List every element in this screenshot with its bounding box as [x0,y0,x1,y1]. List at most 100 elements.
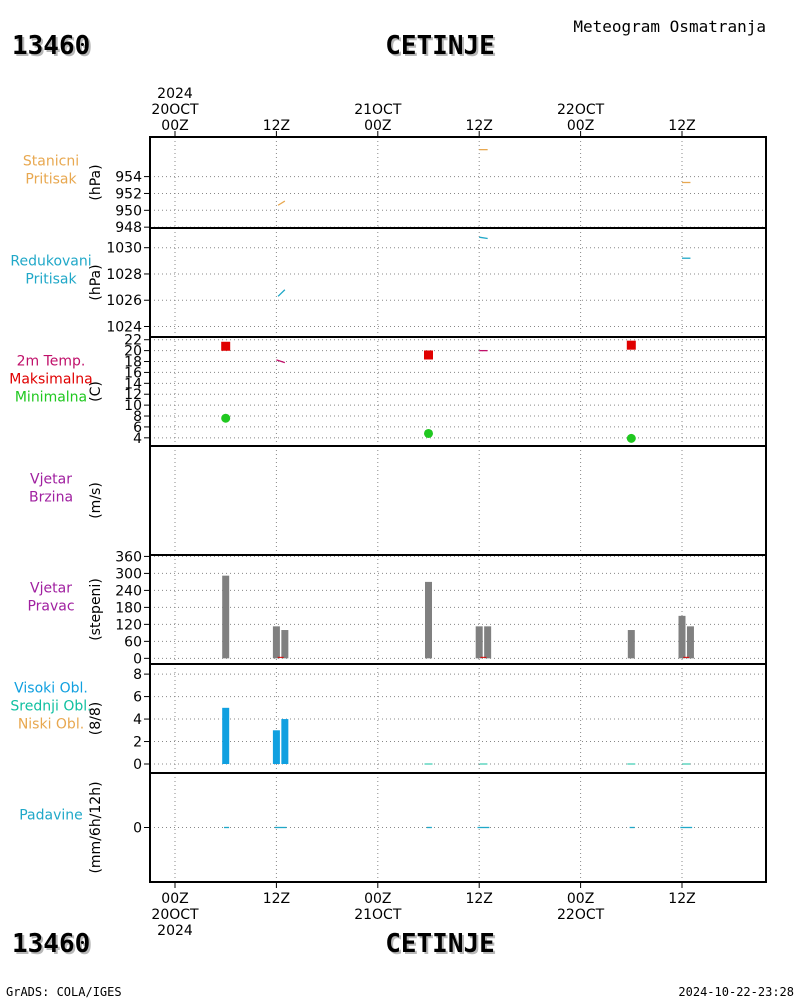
y-tick-label: 954 [115,170,142,186]
time-label-bottom: 00Z [161,891,188,907]
y-tick-label: 18 [124,355,142,371]
y-tick-label: 0 [133,651,142,667]
bar [627,630,635,659]
y-tick-label: 952 [115,186,142,202]
tmax-marker [424,350,433,360]
footer-timestamp: 2024-10-22-23:28 [678,985,794,999]
data-dash [479,236,488,240]
y-axis-label: (hPa) [88,264,104,300]
panel-frame [149,445,767,556]
time-label-top: 21OCT [354,102,402,118]
y-tick-label: 22 [124,333,142,349]
time-label-bottom: 20OCT [151,907,199,923]
time-label-top: 2024 [157,86,193,102]
panel-label: Padavine [19,808,83,824]
panel-label: Redukovani [10,254,91,270]
panel-label: Pritisak [25,172,77,188]
bar [281,719,289,765]
y-tick-label: 4 [133,431,142,447]
bar [272,730,280,765]
panel-label: Vjetar [30,581,72,597]
y-tick-label: 1030 [106,241,142,257]
station-name-shadow: CETINJE [387,33,497,63]
data-dash [276,359,286,364]
bar [484,626,492,659]
bar [222,707,230,765]
time-label-top: 12Z [668,118,695,134]
y-tick-label: 360 [115,549,142,565]
time-label-top: 00Z [161,118,188,134]
y-tick-label: 1026 [106,293,142,309]
bar [272,626,280,659]
station-id-shadow: 13460 [14,33,92,63]
time-label-top: 12Z [263,118,290,134]
panel-frame [149,336,767,447]
panel-label: Minimalna [15,390,87,406]
panel-frame [149,136,767,229]
y-tick-label: 2 [133,735,142,751]
y-tick-label: 14 [124,376,142,392]
time-label-top: 20OCT [151,102,199,118]
station-name: CETINJE [385,31,495,61]
time-label-bottom: 21OCT [354,907,402,923]
y-tick-label: 240 [115,583,142,599]
y-tick-label: 12 [124,387,142,403]
y-tick-label: 4 [133,712,142,728]
y-tick-label: 120 [115,617,142,633]
panel-frame [149,663,767,774]
y-tick-label: 20 [124,344,142,360]
bar [678,615,686,659]
data-dash [277,200,286,206]
bar [475,626,483,659]
station-id-bottom: 13460 [12,929,90,959]
tmax-marker [221,341,231,351]
panel-label: Vjetar [30,472,72,488]
panel-label: Niski Obl. [18,717,84,733]
bar [686,626,694,659]
y-axis-label: (8/8) [88,702,104,735]
panel-label: 2m Temp. [17,354,86,370]
bar [281,630,289,659]
panel-frame [149,772,767,883]
time-label-top: 22OCT [557,102,605,118]
y-tick-label: 60 [124,634,142,650]
station-name-bottom-shadow: CETINJE [387,931,497,961]
data-dash [277,289,286,297]
chart-title: Meteogram Osmatranja [573,17,766,36]
time-label-top: 12Z [465,118,492,134]
panel-label: Visoki Obl. [14,681,88,697]
y-tick-label: 180 [115,600,142,616]
y-tick-label: 6 [133,690,142,706]
tmax-marker [626,340,636,350]
panel-6: 0 2 4 6 8 Visoki Obl. Srednji Obl. Niski Obl. (8… [10,663,767,774]
y-tick-label: 948 [115,220,142,236]
time-label-top: 00Z [364,118,391,134]
panel-label: Stanicni [23,154,79,170]
time-label-bottom: 00Z [364,891,391,907]
bar [222,575,230,659]
tmin-marker [626,433,636,443]
time-label-bottom: 12Z [465,891,492,907]
y-tick-label: 0 [133,757,142,773]
time-label-bottom: 12Z [668,891,695,907]
y-axis-label: (C) [88,381,104,402]
y-tick-label: 0 [133,821,142,837]
y-tick-label: 16 [124,365,142,381]
panel-7: 0 Padavine (mm/6h/12h) [19,772,767,883]
panel-frame [149,554,767,665]
time-label-bottom: 12Z [263,891,290,907]
panel-label: Srednji Obl. [10,699,91,715]
y-tick-label: 300 [115,566,142,582]
y-axis-label: (mm/6h/12h) [88,781,104,873]
panel-4: Vjetar Brzina (m/s) [29,445,767,556]
panel-label: Pravac [27,599,74,615]
panel-frame [149,227,767,338]
time-label-bottom: 00Z [567,891,594,907]
y-tick-label: 8 [133,667,142,683]
y-axis-label: (m/s) [88,482,104,519]
y-axis-label: (hPa) [88,164,104,200]
time-label-top: 00Z [567,118,594,134]
tmin-marker [424,428,433,438]
